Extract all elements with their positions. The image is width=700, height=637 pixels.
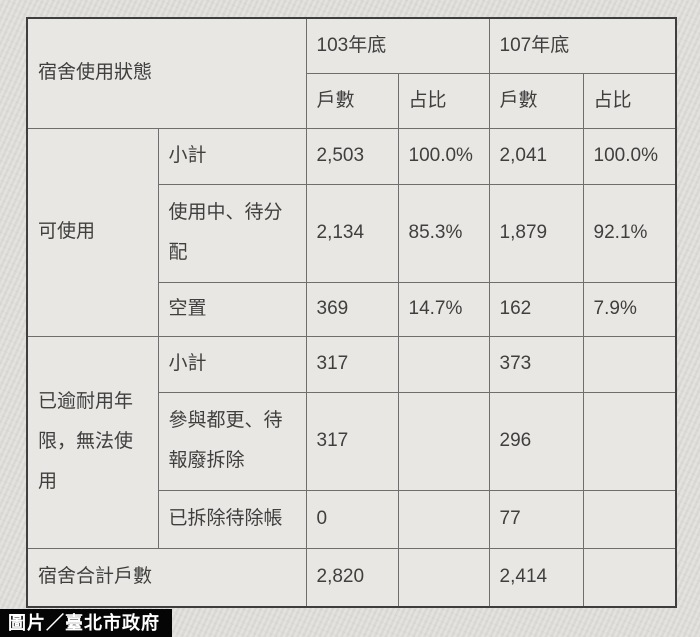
cell-value: 85.3% [397,183,490,283]
group-label-usable: 可使用 [26,127,159,337]
cell-empty [582,489,677,549]
cell-value: 2,414 [488,547,584,608]
table-row-expired-subtotal: 已逾耐用年限，無法使用 小計 317 373 [26,335,677,549]
subheader-share-107: 占比 [582,72,677,129]
table-row-demolished: 已拆除待除帳 0 77 [27,489,677,549]
table-row-header-years: 宿舍使用狀態 103年底 107年底 [26,17,677,129]
subheader-households-107: 戶數 [488,72,584,129]
row-label-renewal-pending: 參與都更、待報廢拆除 [157,391,307,491]
cell-empty [582,335,677,393]
total-row-label: 宿舍合計戶數 [26,547,307,608]
row-label-demolished: 已拆除待除帳 [157,489,307,549]
cell-value: 2,503 [305,127,399,185]
cell-empty [397,335,490,393]
cell-value: 7.9% [582,281,677,337]
cell-empty [397,489,490,549]
table-row-in-use: 使用中、待分配 2,134 85.3% 1,879 92.1% [27,183,677,283]
cell-value: 14.7% [397,281,490,337]
cell-value: 373 [488,335,584,393]
cell-value: 317 [305,335,399,393]
group-label-expired: 已逾耐用年限，無法使用 [26,335,159,549]
cell-value: 0 [305,489,399,549]
cell-value: 296 [488,391,584,491]
row-label-vacant: 空置 [157,281,307,337]
cell-empty [582,391,677,491]
header-year-103: 103年底 [305,17,490,74]
table-row-usable-subtotal: 可使用 小計 2,503 100.0% 2,041 100.0% [26,127,677,337]
table-row-header-measures: 戶數 占比 戶數 占比 [27,72,677,129]
cell-empty [397,547,490,608]
row-label-in-use: 使用中、待分配 [157,183,307,283]
image-credit-badge: 圖片／臺北市政府 [0,609,172,637]
cell-value: 77 [488,489,584,549]
cell-value: 369 [305,281,399,337]
cell-value: 317 [305,391,399,491]
cell-value: 100.0% [582,127,677,185]
cell-value: 2,134 [305,183,399,283]
dormitory-usage-table: 宿舍使用狀態 103年底 107年底 戶數 占比 戶數 占比 可使用 小計 2,… [26,17,678,608]
table-row-renewal-pending: 參與都更、待報廢拆除 317 296 [27,391,677,491]
cell-value: 2,820 [305,547,399,608]
subheader-share-103: 占比 [397,72,490,129]
row-label-subtotal: 小計 [157,127,307,185]
header-corner-cell: 宿舍使用狀態 [26,17,307,129]
cell-value: 1,879 [488,183,584,283]
header-year-107: 107年底 [488,17,677,74]
dormitory-usage-table-container: 宿舍使用狀態 103年底 107年底 戶數 占比 戶數 占比 可使用 小計 2,… [26,17,678,608]
table-row-grand-total: 宿舍合計戶數 2,820 2,414 [26,547,677,608]
row-label-subtotal: 小計 [157,335,307,393]
cell-value: 2,041 [488,127,584,185]
cell-value: 92.1% [582,183,677,283]
cell-value: 162 [488,281,584,337]
subheader-households-103: 戶數 [305,72,399,129]
cell-empty [397,391,490,491]
cell-value: 100.0% [397,127,490,185]
cell-empty [582,547,677,608]
